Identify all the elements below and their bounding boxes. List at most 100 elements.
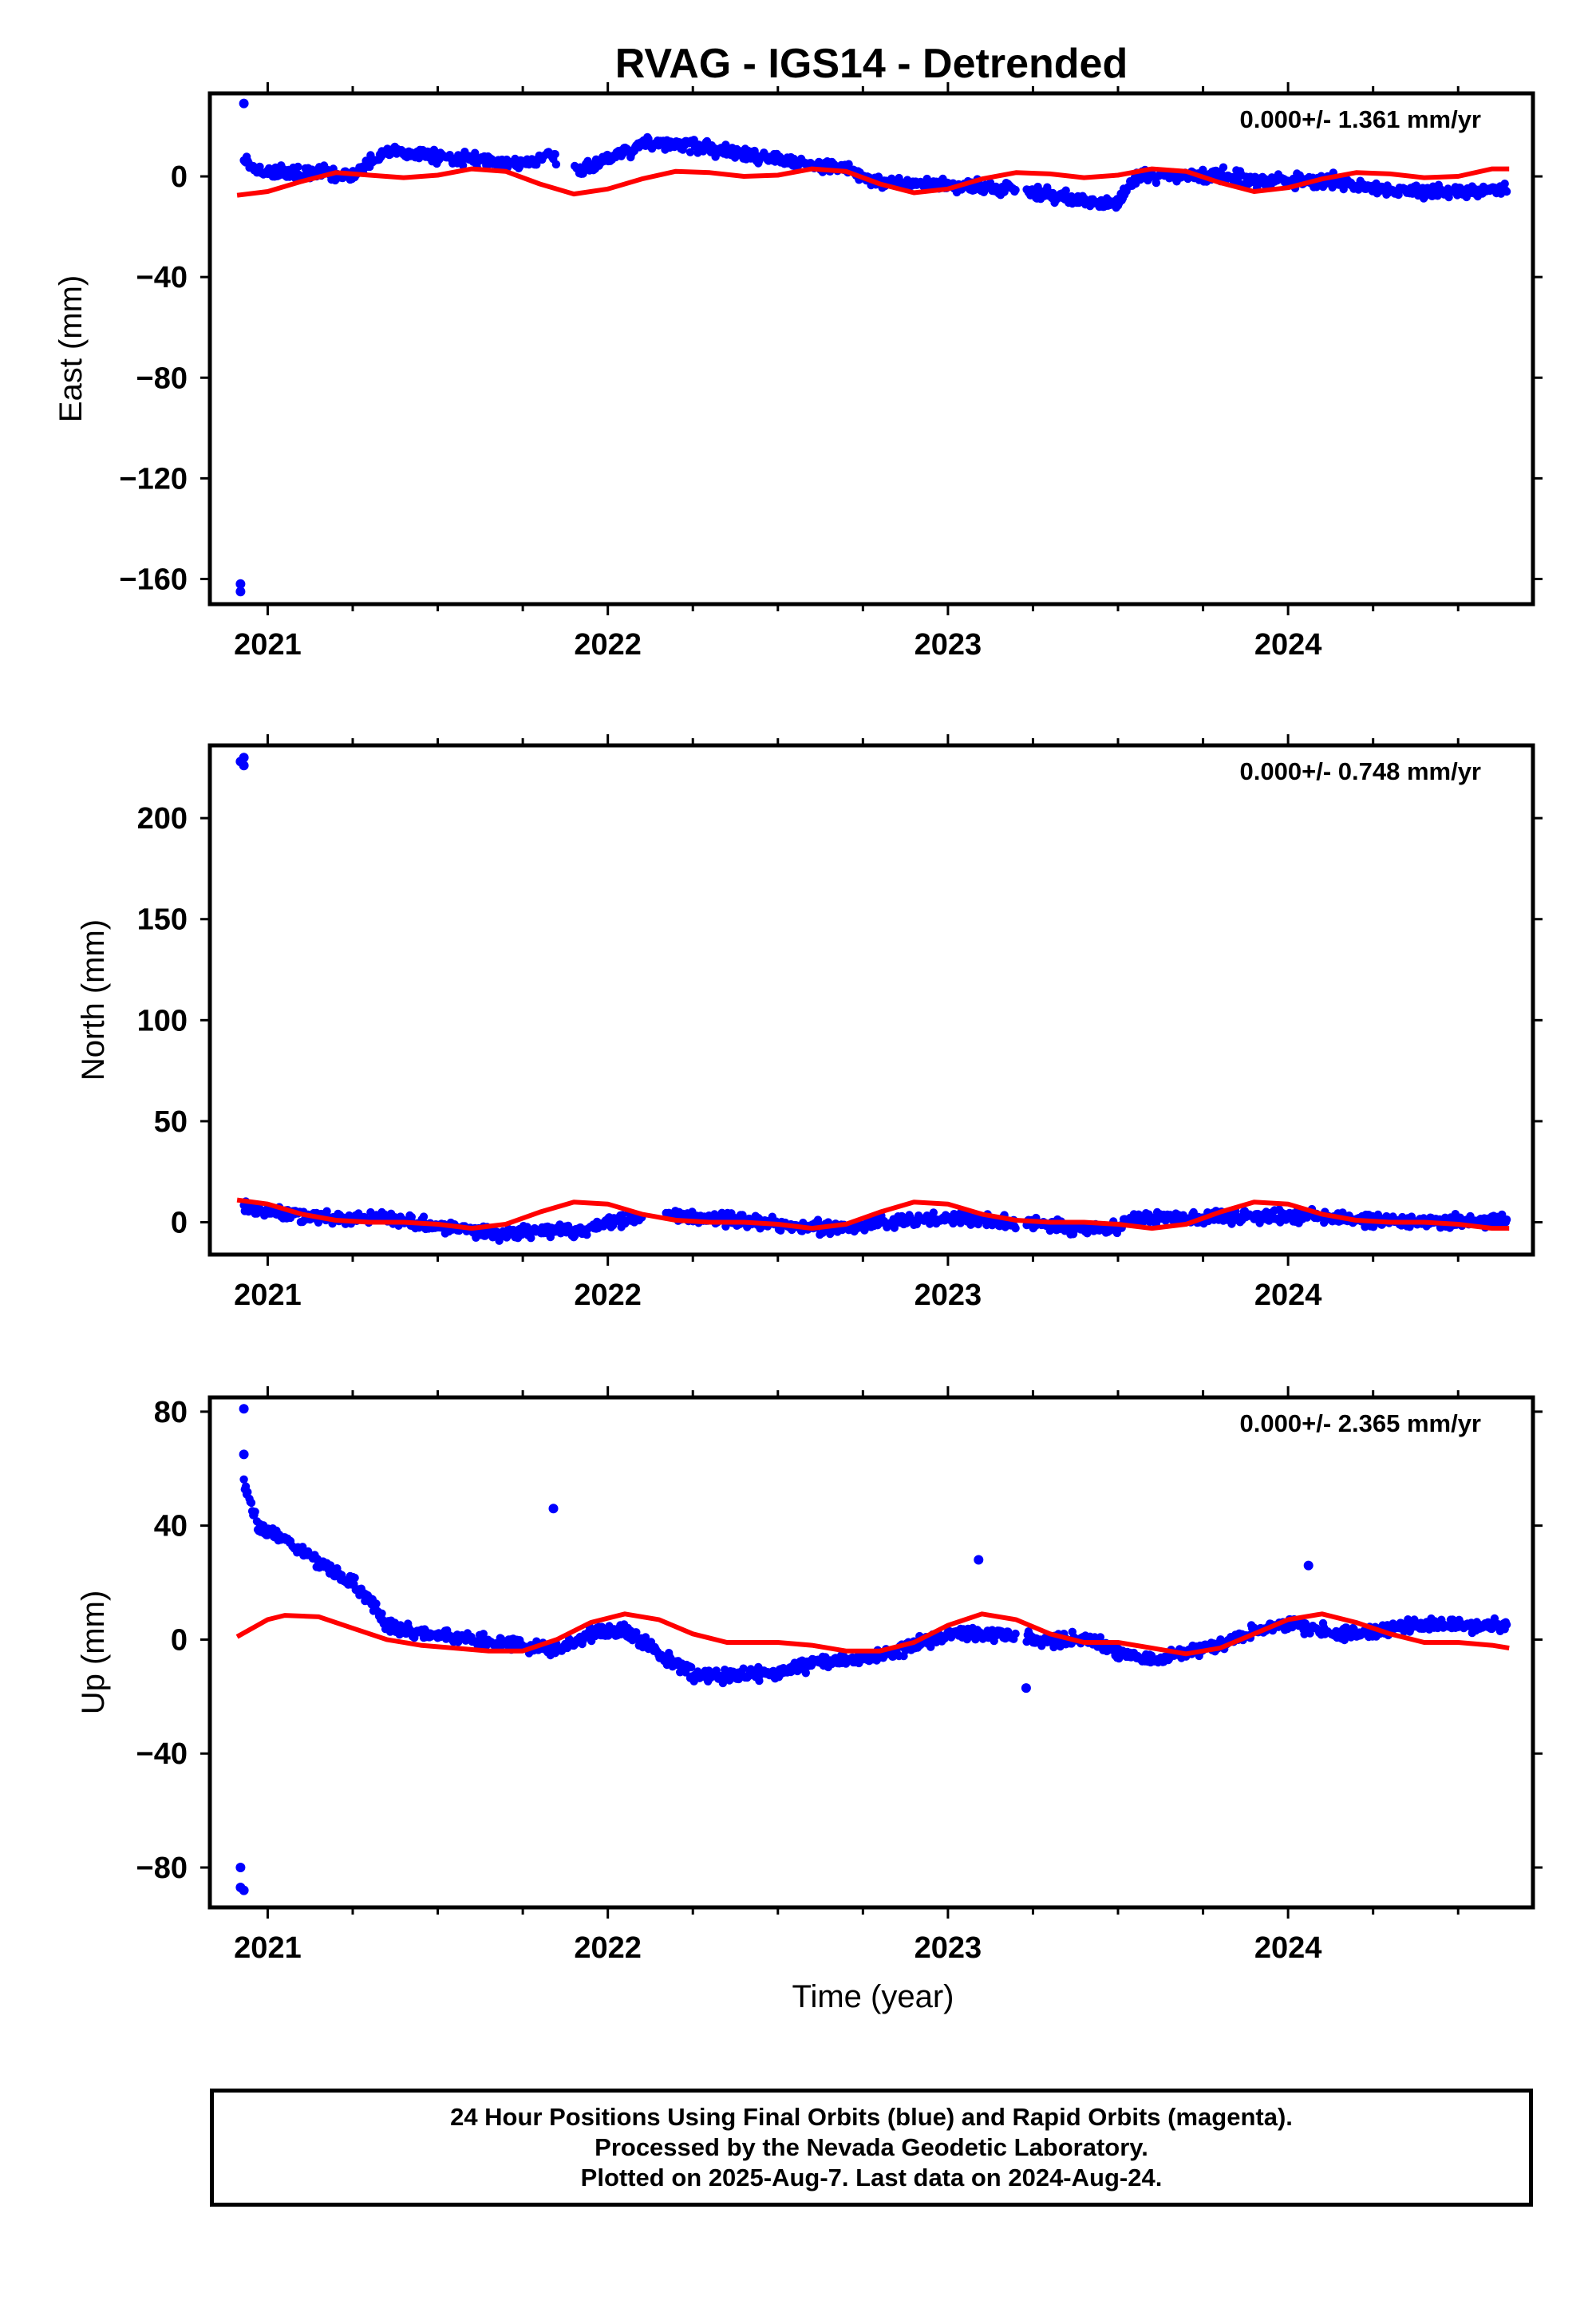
data-point <box>1374 1212 1384 1221</box>
rate-annotation: 0.000+/- 2.365 mm/yr <box>1240 1409 1481 1437</box>
y-axis-label: Up (mm) <box>76 1591 111 1715</box>
data-point <box>407 1212 416 1222</box>
y-tick-label: 50 <box>154 1105 188 1139</box>
plot-area <box>210 745 1533 1255</box>
data-point <box>251 1508 259 1516</box>
x-tick-label: 2022 <box>574 628 642 662</box>
data-point <box>1011 1223 1020 1233</box>
x-tick-label: 2024 <box>1254 628 1322 662</box>
data-point <box>1502 187 1511 196</box>
y-tick-label: −80 <box>136 1852 188 1885</box>
plot-frame <box>207 1395 1535 1910</box>
data-point <box>1219 163 1228 172</box>
data-point <box>247 1498 256 1508</box>
data-point <box>377 1609 386 1618</box>
y-tick-label: 200 <box>137 802 188 836</box>
outlier-point <box>239 1885 249 1895</box>
data-point <box>551 150 559 159</box>
data-point <box>527 1234 535 1243</box>
outlier-point <box>239 1404 249 1414</box>
data-points <box>235 753 1511 1245</box>
y-tick-label: 0 <box>171 1206 188 1239</box>
data-point <box>1115 1654 1124 1663</box>
data-point <box>926 1642 935 1651</box>
model-curve <box>235 1611 1510 1657</box>
y-tick-label: 40 <box>154 1510 188 1543</box>
outlier-point <box>239 98 249 109</box>
y-tick-label: 100 <box>137 1004 188 1037</box>
y-axis-label: North (mm) <box>76 919 111 1081</box>
model-curve <box>236 166 1510 198</box>
footer-line-1: 24 Hour Positions Using Final Orbits (bl… <box>450 2103 1293 2131</box>
data-point <box>641 1633 650 1642</box>
data-point <box>1502 1620 1511 1629</box>
footer-line-2: Processed by the Nevada Geodetic Laborat… <box>595 2133 1148 2161</box>
y-tick-label: −80 <box>136 362 188 395</box>
x-tick-label: 2022 <box>574 1279 642 1312</box>
outlier-point <box>1021 1683 1031 1694</box>
x-tick-label: 2021 <box>234 628 302 662</box>
panel-east: 0 −40 −80 −120 −160 2021 2022 2023 2024 East (mm)… <box>53 82 1543 662</box>
x-tick-label: 2023 <box>915 1279 982 1312</box>
data-point <box>739 1664 748 1673</box>
outlier-point <box>974 1555 984 1565</box>
data-point <box>471 148 480 157</box>
data-point <box>685 148 695 156</box>
data-point <box>243 1488 252 1496</box>
data-point <box>350 1573 359 1583</box>
data-point <box>551 160 561 169</box>
data-point <box>372 1599 381 1608</box>
chart-title: RVAG - IGS14 - Detrended <box>615 41 1128 87</box>
data-point <box>1152 178 1161 188</box>
data-point <box>687 1662 696 1672</box>
outlier-point <box>235 579 246 589</box>
data-point <box>632 1628 641 1637</box>
data-point <box>1061 186 1070 195</box>
plot-frame <box>207 743 1535 1257</box>
panel-up: 80 40 0 −40 −80 2021 2022 2023 2024 Up (mm) 0.000+… <box>76 1386 1543 1965</box>
y-tick-label: 150 <box>137 903 188 937</box>
x-tick-label: 2021 <box>234 1931 302 1965</box>
data-point <box>1096 1633 1105 1642</box>
panels: 0 −40 −80 −120 −160 2021 2022 2023 2024 East (mm)… <box>53 82 1543 1965</box>
data-point <box>458 161 468 170</box>
outlier-point <box>1303 1560 1314 1571</box>
data-point <box>239 1475 248 1484</box>
footer-box: 24 Hour Positions Using Final Orbits (bl… <box>210 2089 1533 2207</box>
plot-frame <box>207 91 1535 607</box>
data-point <box>618 1211 626 1219</box>
panel-north: 0 50 100 150 200 2021 2022 2023 2024 North (mm) 0.… <box>76 734 1543 1312</box>
outlier-point <box>239 1449 249 1460</box>
x-tick-label: 2024 <box>1254 1931 1322 1965</box>
rate-annotation: 0.000+/- 0.748 mm/yr <box>1240 757 1481 785</box>
outlier-point <box>235 587 246 597</box>
data-point <box>1011 1629 1020 1638</box>
data-point <box>1502 1215 1511 1224</box>
x-tick-label: 2023 <box>915 1931 982 1965</box>
y-tick-label: 0 <box>171 1623 188 1657</box>
data-point <box>1500 180 1509 188</box>
y-tick-label: −160 <box>119 563 188 596</box>
data-point <box>294 162 302 172</box>
y-axis-label: East (mm) <box>53 275 89 422</box>
data-point <box>801 1669 810 1678</box>
x-tick-label: 2021 <box>234 1279 302 1312</box>
data-point <box>929 1208 938 1217</box>
x-tick-label: 2022 <box>574 1931 642 1965</box>
y-tick-label: −120 <box>119 462 188 496</box>
y-tick-label: 0 <box>171 160 188 194</box>
x-tick-label: 2024 <box>1254 1279 1322 1312</box>
data-points <box>235 98 1511 597</box>
footer-line-3: Plotted on 2025-Aug-7. Last data on 2024… <box>580 2164 1163 2192</box>
y-tick-label: 80 <box>154 1396 188 1429</box>
outlier-point <box>239 761 249 771</box>
y-tick-label: −40 <box>136 261 188 294</box>
x-axis-label: Time (year) <box>792 1979 954 2014</box>
rate-annotation: 0.000+/- 1.361 mm/yr <box>1240 105 1481 133</box>
x-tick-label: 2023 <box>915 628 982 662</box>
y-tick-label: −40 <box>136 1737 188 1771</box>
data-point <box>255 162 264 172</box>
data-point <box>419 1212 429 1221</box>
outlier-point <box>548 1504 559 1514</box>
model-curve <box>236 1197 1510 1231</box>
